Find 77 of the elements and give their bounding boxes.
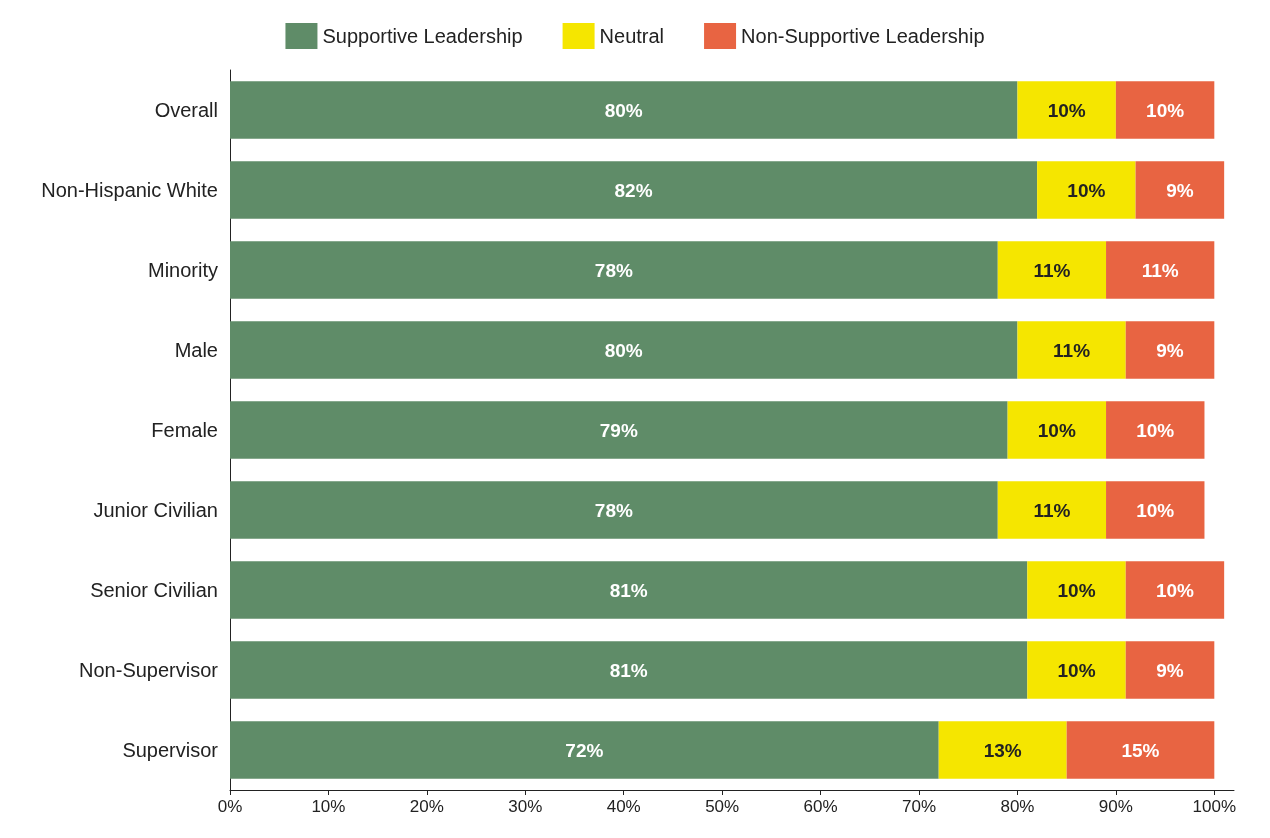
data-label: 78% <box>594 499 633 521</box>
data-label: 79% <box>599 419 638 441</box>
bar <box>230 561 1028 619</box>
bar <box>230 721 939 779</box>
bar <box>1027 561 1126 619</box>
bar <box>230 401 1008 459</box>
data-label: 9% <box>1166 179 1194 201</box>
x-tick-label: 80% <box>1000 797 1035 816</box>
bar <box>1106 241 1215 299</box>
legend-label: Non-Supportive Leadership <box>741 25 985 47</box>
data-label: 10% <box>1037 419 1076 441</box>
y-tick-label: Senior Civilian <box>90 579 218 601</box>
y-tick-label: Male <box>174 339 218 361</box>
bar <box>1106 401 1205 459</box>
bar <box>1106 481 1205 539</box>
bar <box>1115 81 1215 139</box>
x-tick-label: 40% <box>606 797 641 816</box>
bar <box>997 481 1107 539</box>
legend-label: Supportive Leadership <box>322 25 523 47</box>
x-tick-label: 90% <box>1098 797 1133 816</box>
data-label: 80% <box>604 99 643 121</box>
y-tick-label: Overall <box>154 99 218 121</box>
data-label: 11% <box>1033 499 1071 521</box>
bar <box>230 161 1038 219</box>
bar <box>230 81 1018 139</box>
bar <box>1135 161 1225 219</box>
data-label: 10% <box>1136 419 1175 441</box>
x-tick-label: 60% <box>803 797 838 816</box>
data-label: 13% <box>983 739 1022 761</box>
bar <box>1125 641 1215 699</box>
data-label: 10% <box>1057 579 1096 601</box>
data-label: 15% <box>1121 739 1160 761</box>
data-label: 10% <box>1146 99 1185 121</box>
bar <box>230 481 998 539</box>
y-tick-label: Junior Civilian <box>93 499 218 521</box>
bar <box>230 321 1018 379</box>
x-tick-label: 20% <box>409 797 444 816</box>
x-tick-label: 10% <box>311 797 346 816</box>
bar <box>938 721 1067 779</box>
data-label: 11% <box>1141 259 1179 281</box>
legend-label: Neutral <box>599 25 665 47</box>
bar <box>1037 161 1136 219</box>
data-label: 11% <box>1053 339 1091 361</box>
bar <box>230 641 1028 699</box>
bar <box>1017 81 1116 139</box>
data-label: 10% <box>1136 499 1175 521</box>
x-tick-label: 70% <box>902 797 937 816</box>
y-tick-label: Non-Hispanic White <box>41 179 218 201</box>
data-label: 9% <box>1156 339 1184 361</box>
data-label: 11% <box>1033 259 1071 281</box>
bar <box>1017 321 1126 379</box>
y-tick-label: Female <box>151 419 218 441</box>
data-label: 72% <box>565 739 604 761</box>
data-label: 10% <box>1047 99 1086 121</box>
bar <box>1027 641 1126 699</box>
bar <box>1125 321 1215 379</box>
bar <box>1125 561 1225 619</box>
data-label: 82% <box>614 179 653 201</box>
bar <box>1066 721 1215 779</box>
data-label: 81% <box>609 579 648 601</box>
y-tick-label: Supervisor <box>122 739 219 761</box>
data-label: 10% <box>1155 579 1195 601</box>
data-label: 80% <box>604 339 643 361</box>
y-tick-label: Minority <box>147 259 218 281</box>
data-label: 9% <box>1156 659 1184 681</box>
x-tick-label: 50% <box>705 797 740 816</box>
x-tick-label: 30% <box>508 797 543 816</box>
x-tick-label: 0% <box>217 797 243 816</box>
data-label: 81% <box>609 659 648 681</box>
data-label: 78% <box>594 259 633 281</box>
bar <box>997 241 1107 299</box>
bar <box>1007 401 1107 459</box>
bar <box>230 241 998 299</box>
x-tick-label: 100% <box>1192 797 1237 816</box>
y-tick-label: Non-Supervisor <box>79 659 219 681</box>
data-label: 10% <box>1057 659 1096 681</box>
data-label: 10% <box>1067 179 1106 201</box>
